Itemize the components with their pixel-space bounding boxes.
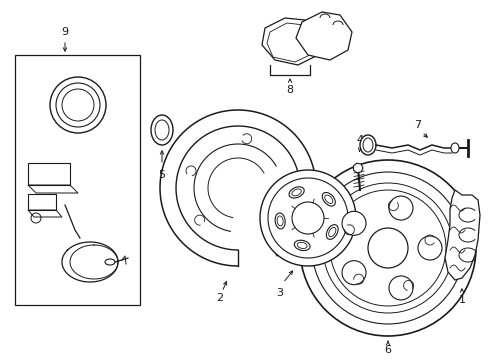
Ellipse shape	[450, 143, 458, 153]
Circle shape	[267, 178, 347, 258]
Circle shape	[260, 170, 355, 266]
Polygon shape	[353, 163, 362, 173]
Bar	[15, 55, 140, 305]
Polygon shape	[295, 12, 351, 60]
Ellipse shape	[275, 213, 285, 229]
Circle shape	[311, 172, 463, 324]
Text: 3: 3	[276, 288, 283, 298]
Circle shape	[329, 190, 445, 306]
Circle shape	[417, 236, 441, 260]
Circle shape	[299, 160, 475, 336]
Bar	[28, 163, 70, 185]
Ellipse shape	[294, 240, 309, 251]
Text: 6: 6	[384, 345, 391, 355]
Circle shape	[341, 211, 366, 235]
Circle shape	[388, 276, 412, 300]
Ellipse shape	[288, 187, 304, 198]
Ellipse shape	[322, 193, 335, 206]
Polygon shape	[444, 190, 479, 280]
Text: 4: 4	[356, 135, 363, 145]
Text: 7: 7	[414, 120, 421, 130]
Text: 9: 9	[61, 27, 68, 37]
Text: 1: 1	[458, 295, 465, 305]
Circle shape	[323, 183, 452, 313]
Text: 5: 5	[158, 170, 165, 180]
Ellipse shape	[151, 115, 173, 145]
Bar	[28, 194, 56, 210]
Ellipse shape	[325, 225, 338, 239]
Circle shape	[388, 196, 412, 220]
Circle shape	[341, 261, 366, 285]
Ellipse shape	[359, 135, 375, 155]
Polygon shape	[262, 18, 319, 65]
Text: 2: 2	[216, 293, 223, 303]
Text: 8: 8	[286, 85, 293, 95]
